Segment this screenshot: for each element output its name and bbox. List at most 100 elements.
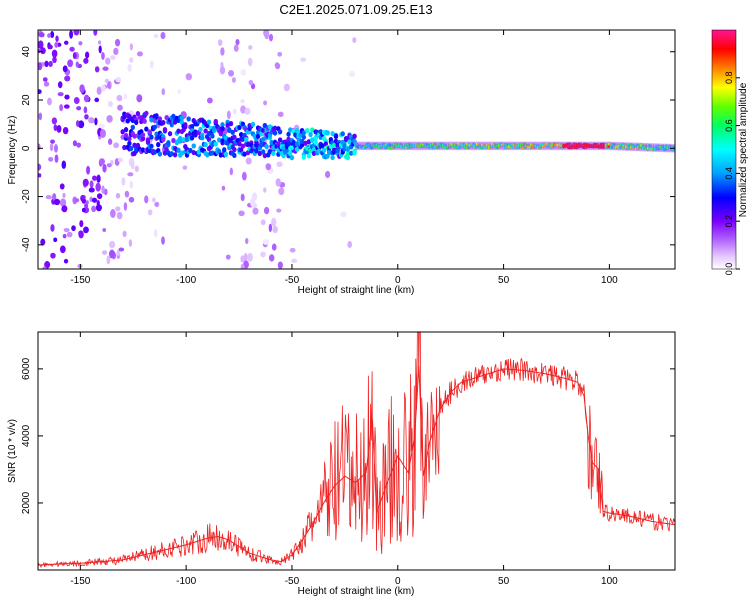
spectrogram-cell (96, 193, 103, 200)
spectrogram-cell (56, 124, 62, 133)
spectrogram-ridge-cell (232, 152, 237, 159)
spectrogram-ridge-cell (186, 116, 191, 122)
spectrogram-cell (47, 33, 52, 38)
spectrogram-cell (86, 165, 91, 175)
spectrogram-cell (93, 30, 98, 36)
spectrogram-cell (268, 254, 275, 262)
spectrogram-ridge-cell (277, 129, 283, 135)
spectrogram-ridge-cell (342, 143, 347, 149)
spectrogram-ridge-cell (333, 138, 339, 144)
spectrogram-cell (265, 163, 272, 171)
spectrogram-cell (59, 245, 66, 254)
spectrogram-cell (53, 198, 61, 206)
spectrogram-ridge-cell (232, 134, 237, 140)
spectrogram-cell (72, 52, 77, 60)
spectrogram-cell (290, 258, 298, 264)
spectrogram-cell (40, 238, 46, 246)
spectrogram-ridge-cell (139, 118, 144, 125)
spectrogram-ridge-cell (316, 148, 322, 154)
spectrogram-cell (244, 252, 248, 262)
spectrogram-ridge-cell (301, 134, 307, 140)
snr-x-ticks: -150 -100 -50 0 50 100 (70, 332, 618, 587)
spectrogram-ridge-cell (260, 136, 266, 143)
spectrogram-cell (69, 46, 75, 52)
spectrogram-y-tick-label: 40 (21, 46, 32, 58)
spectrogram-frame (37, 29, 676, 270)
spectrogram-cell (117, 104, 123, 111)
spectrogram-cell (73, 97, 80, 105)
spectrogram-x-tick-label: 50 (498, 275, 510, 286)
spectrogram-cell (49, 143, 54, 152)
snr-x-tick-label: -100 (176, 576, 196, 587)
spectrogram-ridge-cell (310, 127, 315, 133)
spectrogram-cell (240, 105, 247, 114)
spectrogram-x-tick-label: -100 (176, 275, 196, 286)
spectrogram-cell (245, 237, 249, 245)
snr-frame (37, 331, 676, 571)
spectrogram-cell (81, 207, 86, 213)
spectrogram-ridge-cell (172, 152, 178, 158)
spectrogram-ridge-cell (220, 138, 225, 144)
spectrogram-cell (277, 111, 284, 118)
spectrogram-ridge-cell (286, 131, 291, 137)
spectrogram-ridge-cell (269, 139, 274, 146)
spectrogram-ridge-cell (193, 132, 198, 138)
spectrogram-ridge-cell (203, 141, 208, 148)
spectrogram-cell (107, 81, 111, 89)
snr-x-tick-label: 50 (498, 576, 510, 587)
spectrogram-heatmap (38, 30, 675, 269)
spectrogram-ridge-cell (301, 154, 307, 160)
spectrogram-cell (38, 163, 42, 171)
spectrogram-ridge-cell (128, 145, 134, 152)
spectrogram-cell (263, 187, 267, 193)
spectrogram-ridge-cell (189, 123, 195, 130)
spectrogram-ridge-cell (267, 149, 273, 155)
spectrogram-cell (277, 261, 283, 269)
spectrogram-cell (116, 94, 123, 102)
spectrogram-ridge-cell (220, 126, 225, 132)
spectrogram-ridge-cell (161, 136, 166, 143)
spectrogram-cell (115, 77, 122, 83)
spectrogram-ridge-cell (330, 154, 335, 161)
spectrogram-cell (160, 31, 166, 40)
spectrogram-cell (245, 157, 252, 165)
spectrogram-ridge-cell (179, 119, 185, 125)
spectrogram-cell (62, 233, 67, 239)
spectrogram-cell (48, 60, 53, 68)
spectrogram-cell (59, 198, 67, 207)
spectrogram-cell (248, 79, 254, 86)
spectrogram-cell (275, 178, 281, 187)
snr-x-tick-label: 0 (395, 576, 401, 587)
spectrogram-cell (185, 73, 192, 81)
spectrogram-ridge-cell (132, 142, 137, 148)
spectrogram-ridge-cell (257, 150, 262, 157)
spectrogram-ridge-cell (306, 139, 312, 145)
spectrogram-cell (121, 177, 126, 186)
spectrogram-ridge-cell (330, 131, 335, 137)
spectrogram-x-tick-label: 100 (601, 275, 618, 286)
spectrogram-ridge-cell (191, 143, 196, 149)
spectrogram-ridge-cell (262, 122, 268, 129)
spectrogram-ridge-cell (294, 141, 300, 147)
spectrogram-ridge-cell (188, 147, 193, 154)
spectrogram-ridge-cell (132, 133, 137, 139)
spectrogram-ridge-cell (311, 150, 317, 156)
spectrogram-ridge-cell (335, 148, 340, 154)
spectrogram-cell (38, 173, 42, 178)
spectrogram-cell (130, 161, 135, 170)
spectrogram-cell (76, 120, 80, 127)
spectrogram-cell (62, 65, 68, 73)
spectrogram-ridge-cell (321, 147, 327, 153)
spectrogram-ridge-cell (206, 119, 212, 125)
spectrogram-cell (116, 211, 123, 220)
spectrogram-y-axis-label: Frequency (Hz) (7, 116, 18, 185)
snr-y-tick-label: 2000 (21, 491, 32, 514)
spectrogram-cell (84, 203, 89, 209)
spectrogram-x-tick-label: -150 (70, 275, 90, 286)
spectrogram-cell (54, 41, 59, 48)
spectrogram-ridge-cell (271, 150, 276, 156)
spectrogram-cell (97, 40, 102, 45)
spectrogram-cell (250, 197, 256, 207)
spectrogram-cell (113, 47, 119, 56)
spectrogram-cell (102, 66, 109, 71)
